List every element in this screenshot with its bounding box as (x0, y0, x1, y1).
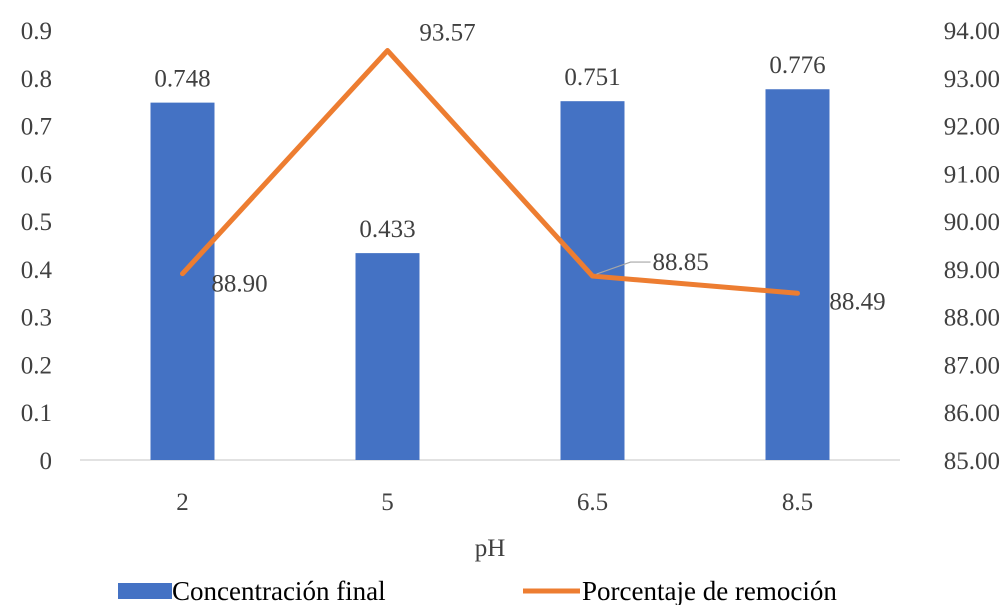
line-data-label: 88.49 (829, 288, 885, 315)
left-tick-label: 0.4 (21, 257, 53, 284)
bar-data-label: 0.776 (769, 52, 825, 79)
right-tick-label: 92.00 (944, 114, 1000, 141)
left-tick-label: 0.5 (21, 209, 52, 236)
right-tick-label: 89.00 (944, 257, 1000, 284)
left-tick-label: 0.6 (21, 161, 52, 188)
line-data-label: 88.90 (211, 271, 267, 298)
line-series (180, 48, 800, 296)
bar-data-labels: 0.748 0.433 0.751 0.776 (154, 52, 825, 243)
right-tick-label: 90.00 (944, 209, 1000, 236)
line-path (180, 48, 800, 296)
bar (150, 102, 215, 460)
x-axis-title: pH (475, 535, 506, 562)
right-tick-label: 87.00 (944, 352, 1000, 379)
legend-swatch-concentracion (118, 583, 172, 599)
x-tick-label: 8.5 (782, 489, 813, 516)
left-tick-label: 0.7 (21, 114, 52, 141)
right-tick-label: 85.00 (944, 448, 1000, 475)
label-leader-line (596, 261, 651, 275)
left-tick-label: 0.9 (21, 18, 52, 45)
line-data-label: 93.57 (419, 20, 475, 47)
x-tick-label: 5 (381, 489, 394, 516)
legend: Concentración final Porcentaje de remoci… (118, 576, 837, 605)
bar-data-label: 0.748 (154, 66, 210, 93)
line-data-labels: 88.90 93.57 88.85 88.49 (211, 20, 885, 316)
line-data-label: 88.85 (653, 249, 709, 276)
right-tick-label: 88.00 (944, 305, 1000, 332)
legend-label-concentracion: Concentración final (172, 576, 386, 605)
right-tick-label: 94.00 (944, 18, 1000, 45)
x-tick-label: 6.5 (577, 489, 608, 516)
left-tick-label: 0 (40, 448, 53, 475)
x-tick-label: 2 (176, 489, 189, 516)
left-tick-label: 0.2 (21, 352, 52, 379)
legend-label-porcentaje: Porcentaje de remoción (582, 576, 837, 605)
bar-data-label: 0.433 (359, 216, 415, 243)
bar (355, 253, 420, 460)
left-tick-label: 0.8 (21, 66, 52, 93)
bar (765, 89, 830, 460)
left-tick-label: 0.3 (21, 305, 52, 332)
bar-data-label: 0.751 (564, 64, 620, 91)
x-axis-ticks: 2 5 6.5 8.5 (176, 489, 813, 516)
right-tick-label: 86.00 (944, 400, 1000, 427)
right-tick-label: 91.00 (944, 161, 1000, 188)
bar (560, 101, 625, 460)
bar-series (150, 89, 830, 460)
right-axis-ticks: 85.00 86.00 87.00 88.00 89.00 90.00 91.00 92.00… (944, 18, 1000, 475)
left-axis-ticks: 0 0.1 0.2 0.3 0.4 0.5 0.6 0.7 0.8 0.9 (21, 18, 53, 475)
left-tick-label: 0.1 (21, 400, 52, 427)
right-tick-label: 93.00 (944, 66, 1000, 93)
